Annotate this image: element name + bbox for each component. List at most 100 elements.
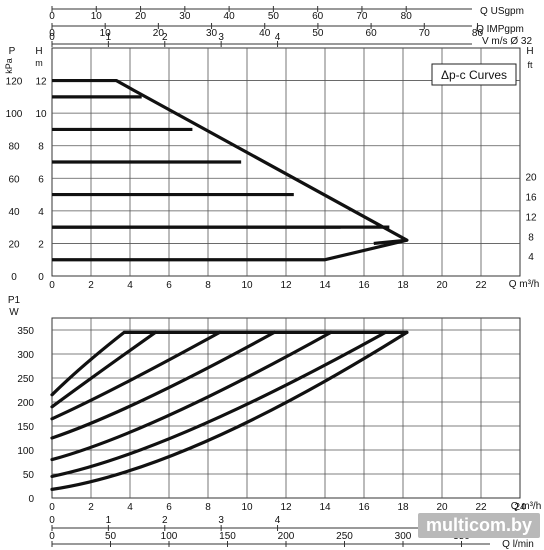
power-curve-3 [50,330,222,421]
p-tick-label: 80 [8,142,20,153]
p1-tick-label: 300 [17,350,34,361]
q-tick-label-top-chart: 2 [88,280,94,291]
power-curve-6 [50,330,388,478]
h-tick-label: 4 [38,207,44,218]
q-tick-label-top-chart: 12 [280,280,292,291]
bottom-axis-tick-label: 200 [278,531,295,542]
h-tick-label: 12 [35,77,47,88]
q-tick-label-bottom-chart: 18 [397,502,409,513]
bottom-axis-tick-label: 150 [219,531,236,542]
top-axis-tick-label: 1 [106,32,112,43]
bottom-axis-tick-label: 3 [218,515,224,526]
top-axis-tick-label: 30 [206,28,218,39]
q-tick-label-top-chart: 20 [436,280,448,291]
q-axis-label-bottom-chart: Q m³/h [511,501,542,512]
p1-tick-label: 150 [17,422,34,433]
top-axis-tick-label: 0 [49,28,55,39]
top-axis-tick-label: 70 [356,11,368,22]
q-tick-label-top-chart: 16 [358,280,370,291]
q-tick-label-bottom-chart: 16 [358,502,370,513]
top-axis-tick-label: 4 [275,32,281,43]
q-tick-label-bottom-chart: 10 [241,502,253,513]
power-curve-5 [50,330,333,462]
bottom-axis-tick-label: 1 [106,515,112,526]
bottom-axis-tick-label: 0 [49,531,55,542]
legend-label: Δp-c Curves [441,68,507,82]
velocity-axis-label: V m/s Ø 32 [482,36,532,47]
bottom-axis-tick-label: 50 [105,531,117,542]
q-tick-label-top-chart: 14 [319,280,331,291]
q-tick-label-bottom-chart: 22 [475,502,487,513]
hft-tick-label: 8 [528,232,534,243]
h-tick-label: 10 [35,109,47,120]
hft-axis-title: H [526,46,533,57]
hft-tick-label: 16 [525,193,537,204]
bottom-axis-tick-label: 100 [161,531,178,542]
top-axis-tick-label: 10 [91,11,103,22]
bottom-axis-tick-label: 300 [395,531,412,542]
top-axis-tick-label: 50 [312,28,324,39]
top-axis-tick-label: 0 [49,32,55,43]
q-tick-label-top-chart: 6 [166,280,172,291]
q-tick-label-top-chart: 4 [127,280,133,291]
power-curve-4 [50,330,276,440]
h-axis-title: H [35,46,42,57]
watermark: multicom.by [417,513,540,538]
h-tick-label: 2 [38,239,44,250]
bottom-axis-tick-label: 4 [275,515,281,526]
q-tick-label-top-chart: 8 [205,280,211,291]
top-axis-tick-label: 2 [162,32,168,43]
p1-tick-label: 0 [28,494,34,505]
p-tick-label: 0 [11,272,17,283]
p-tick-label: 100 [6,109,23,120]
bottom-axis-tick-label: 250 [336,531,353,542]
top-axis-tick-label: 60 [312,11,324,22]
q-tick-label-bottom-chart: 24 [514,502,526,513]
usgpm-axis-label: Q USgpm [480,6,524,17]
top-axis-tick-label: 80 [401,11,413,22]
legend-box [431,63,517,86]
q-tick-label-top-chart: 10 [241,280,253,291]
top-axis-tick-label: 50 [268,11,280,22]
hft-axis-unit: ft [527,60,533,70]
hft-tick-label: 20 [525,173,537,184]
power-curve-2 [50,330,157,409]
q-tick-label-bottom-chart: 12 [280,502,292,513]
top-axis-tick-label: 10 [100,28,112,39]
q-tick-label-bottom-chart: 2 [88,502,94,513]
power-curve-1 [50,330,409,397]
h-tick-label: 6 [38,174,44,185]
q-tick-label-bottom-chart: 4 [127,502,133,513]
q-tick-label-bottom-chart: 0 [49,502,55,513]
p-tick-label: 40 [8,207,20,218]
q-tick-label-top-chart: 18 [397,280,409,291]
top-axis-tick-label: 30 [179,11,191,22]
impgpm-axis-label: Q IMPgpm [476,24,524,35]
bottom-axis-tick-label: 2 [162,515,168,526]
lmin-axis-label: Q l/min [502,539,534,550]
p1-axis-unit: W [9,307,19,318]
power-curve-7 [50,330,409,491]
bottom-axis-tick-label: 0 [49,515,55,526]
p1-tick-label: 200 [17,398,34,409]
top-axis-tick-label: 70 [419,28,431,39]
p-axis-unit: kPa [4,58,14,74]
watermark-text: multicom.by [425,515,532,535]
p-tick-label: 60 [8,174,20,185]
q-tick-label-bottom-chart: 14 [319,502,331,513]
q-tick-label-top-chart: 0 [49,280,55,291]
p1-axis-title: P1 [8,295,21,306]
top-axis-tick-label: 0 [49,11,55,22]
head-curve-8 [52,78,409,246]
q-tick-label-bottom-chart: 6 [166,502,172,513]
top-axis-tick-label: 80 [472,28,484,39]
p-tick-label: 20 [8,239,20,250]
head-curve-7 [52,238,408,262]
h-tick-label: 8 [38,142,44,153]
p1-tick-label: 350 [17,326,34,337]
q-tick-label-top-chart: 22 [475,280,487,291]
top-axis-tick-label: 60 [366,28,378,39]
hft-tick-label: 4 [528,252,534,263]
p-tick-label: 120 [6,77,23,88]
q-axis-label-top-chart: Q m³/h [509,279,540,290]
